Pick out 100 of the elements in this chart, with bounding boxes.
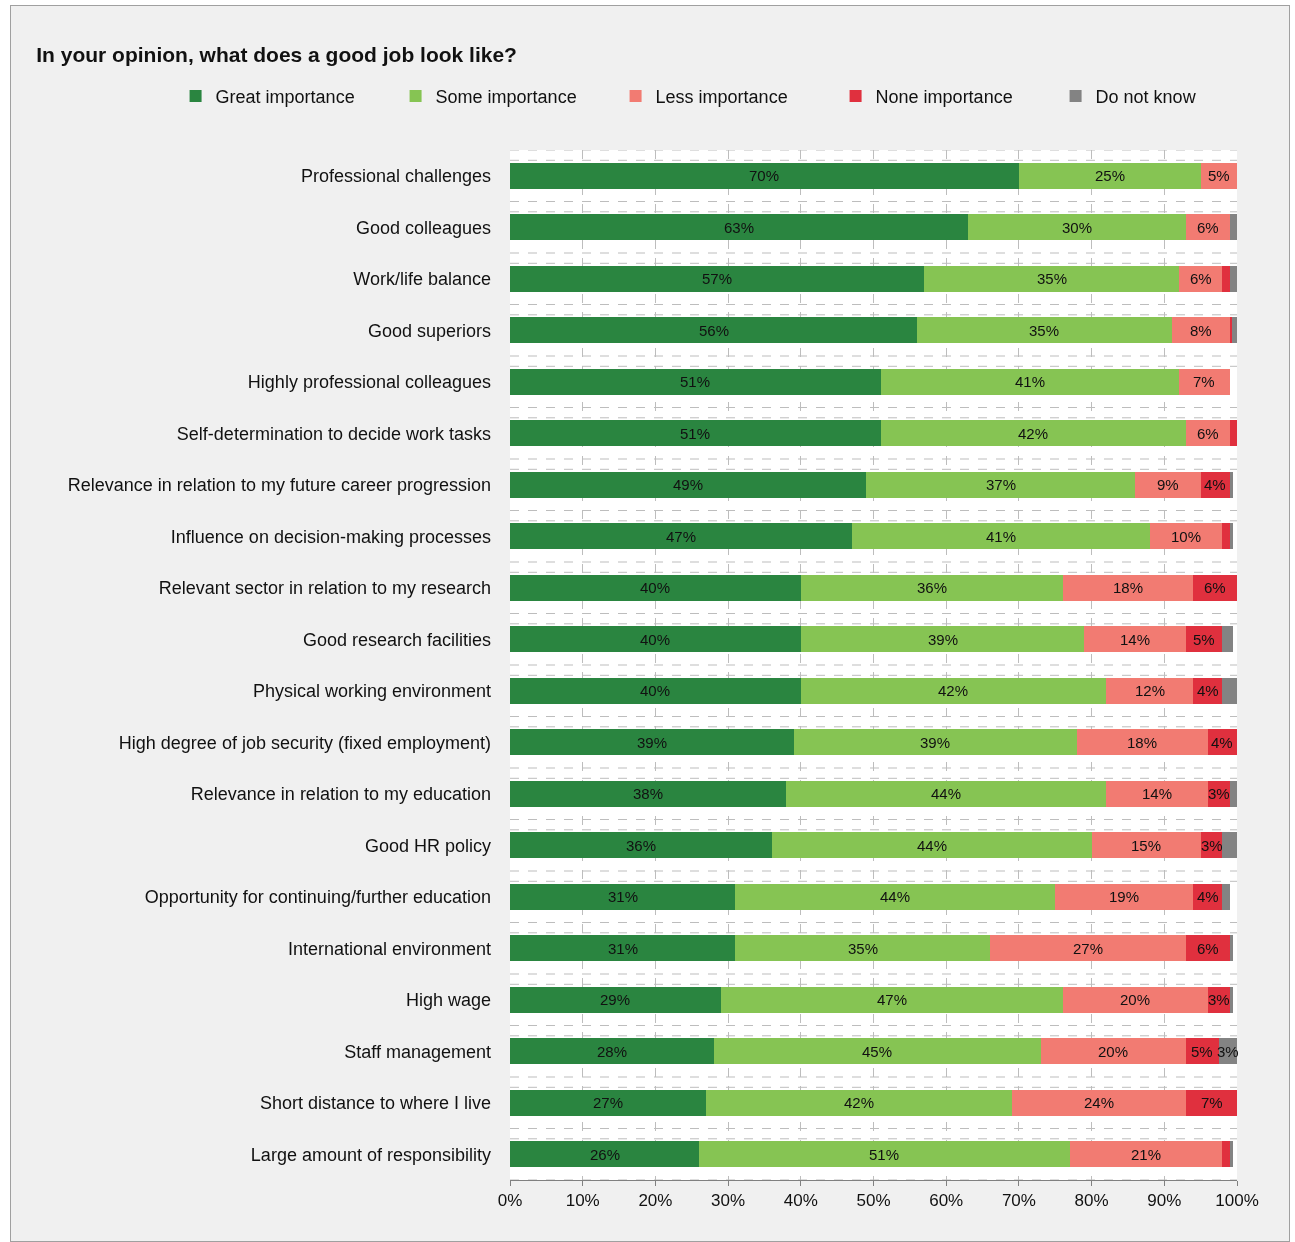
bar: [880, 420, 1187, 447]
bar: [866, 471, 1136, 498]
bar: [510, 729, 794, 756]
data-label: 42%: [844, 1094, 875, 1111]
x-tick-label: 10%: [565, 1191, 600, 1211]
data-label: 3%: [1208, 785, 1230, 802]
legend-label: None importance: [875, 87, 1013, 108]
text: In your opinion, what does a good job look like?: [36, 42, 517, 66]
bar: [735, 935, 990, 962]
bar: [510, 832, 772, 859]
x-tick-label: 30%: [711, 1191, 746, 1211]
data-label: 7%: [1201, 1094, 1223, 1111]
data-label: 26%: [590, 1146, 621, 1163]
data-label: 36%: [626, 837, 657, 854]
data-label: 8%: [1190, 322, 1212, 339]
y-tick-label: Opportunity for continuing/further education: [144, 887, 491, 908]
bar: [1222, 1141, 1230, 1168]
data-label: 41%: [986, 528, 1017, 545]
data-label: 42%: [1018, 425, 1049, 442]
bar: [924, 265, 1179, 292]
data-label: 5%: [1193, 631, 1215, 648]
data-label: 35%: [848, 940, 879, 957]
x-tick-label: 20%: [638, 1191, 673, 1211]
data-label: 27%: [1073, 940, 1104, 957]
y-tick-label: Work/life balance: [353, 269, 491, 290]
bar: [1222, 677, 1237, 704]
data-label: 40%: [640, 631, 671, 648]
y-tick-label: International environment: [287, 938, 491, 959]
bar: [1149, 523, 1223, 550]
bar: [1222, 265, 1230, 292]
data-label: 12%: [1135, 682, 1166, 699]
data-label: 19%: [1109, 888, 1140, 905]
bar: [771, 832, 1092, 859]
x-tick-label: 70%: [1001, 1191, 1036, 1211]
y-tick-label: Professional challenges: [300, 166, 491, 187]
x-tick-label: 50%: [856, 1191, 891, 1211]
data-label: 4%: [1197, 888, 1219, 905]
bar: [1055, 883, 1194, 910]
data-label: 37%: [986, 476, 1017, 493]
data-label: 9%: [1157, 476, 1179, 493]
data-label: 63%: [724, 219, 755, 236]
data-label: 6%: [1204, 579, 1226, 596]
data-label: 14%: [1142, 785, 1173, 802]
x-tick-label: 100%: [1215, 1191, 1259, 1211]
bar: [786, 780, 1107, 807]
y-tick-label: Relevance in relation to my future career progression: [67, 475, 491, 496]
legend-label: Some importance: [435, 87, 577, 108]
data-label: 38%: [633, 785, 664, 802]
y-tick-label: Influence on decision-making processes: [170, 526, 491, 547]
data-label: 3%: [1208, 991, 1230, 1008]
legend-label: Less importance: [655, 87, 788, 108]
bar: [989, 935, 1187, 962]
bar: [1229, 214, 1237, 241]
data-label: 18%: [1127, 734, 1158, 751]
bar: [1229, 780, 1237, 807]
bar: [510, 214, 969, 241]
bar: [706, 1089, 1012, 1116]
x-tick-label: 60%: [929, 1191, 964, 1211]
y-tick-label: Good HR policy: [364, 835, 491, 856]
bar: [713, 1038, 1041, 1065]
bar: [735, 883, 1056, 910]
bar: [1222, 883, 1230, 910]
legend-label: Great importance: [215, 87, 355, 108]
y-tick-label: Short distance to where I live: [259, 1093, 491, 1114]
data-label: 28%: [597, 1043, 628, 1060]
data-label: 5%: [1191, 1043, 1213, 1060]
bar: [510, 574, 801, 601]
data-label: 4%: [1211, 734, 1233, 751]
data-label: 3%: [1201, 837, 1223, 854]
data-label: 6%: [1190, 270, 1212, 287]
bar: [510, 368, 881, 395]
bar: [510, 935, 736, 962]
bar: [1229, 420, 1237, 447]
bar: [510, 986, 721, 1013]
x-tick-label: 80%: [1074, 1191, 1109, 1211]
bar: [1069, 1141, 1223, 1168]
data-label: 47%: [877, 991, 908, 1008]
data-label: 56%: [699, 322, 730, 339]
data-label: 39%: [637, 734, 668, 751]
bar: [1231, 317, 1237, 344]
bar: [917, 317, 1172, 344]
data-label: 31%: [608, 888, 639, 905]
bar: [510, 471, 867, 498]
data-label: 6%: [1197, 425, 1219, 442]
y-tick-label: Physical working environment: [252, 681, 491, 702]
bar: [510, 420, 881, 447]
bar: [510, 265, 925, 292]
data-label: 10%: [1171, 528, 1202, 545]
legend-label: Do not know: [1095, 87, 1197, 108]
bar: [1178, 368, 1230, 395]
data-label: 47%: [666, 528, 697, 545]
bar: [510, 780, 787, 807]
data-label: 6%: [1197, 219, 1219, 236]
data-label: 20%: [1098, 1043, 1129, 1060]
data-label: 4%: [1197, 682, 1219, 699]
bar: [510, 162, 1019, 189]
data-label: 6%: [1197, 940, 1219, 957]
data-label: 36%: [917, 579, 948, 596]
data-label: 51%: [680, 373, 711, 390]
y-tick-label: Large amount of responsibility: [250, 1144, 491, 1165]
